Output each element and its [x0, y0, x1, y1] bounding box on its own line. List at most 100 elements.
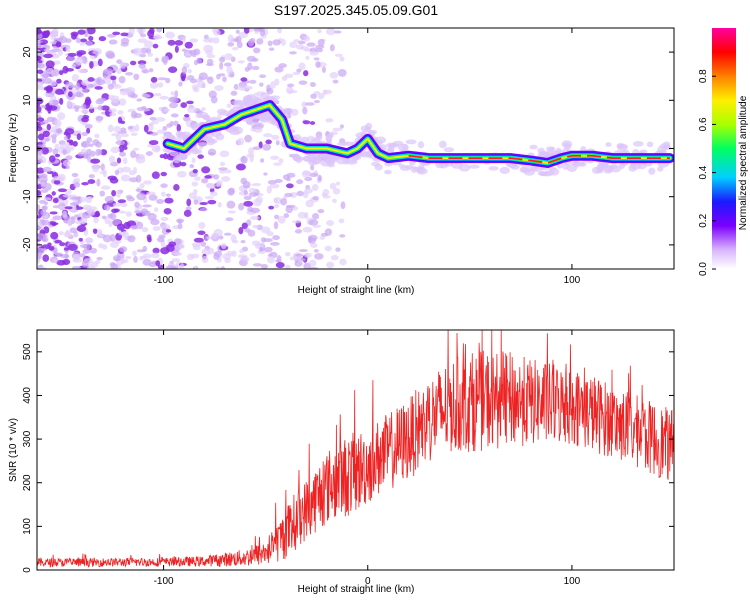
- noise-blob: [173, 120, 179, 126]
- noise-blob: [43, 48, 51, 53]
- noise-blob: [284, 251, 291, 257]
- noise-blob: [247, 62, 253, 71]
- ridge-halo: [488, 166, 499, 171]
- noise-blob: [224, 232, 232, 236]
- noise-blob: [207, 148, 217, 156]
- noise-blob: [68, 84, 77, 89]
- noise-blob: [107, 124, 114, 133]
- noise-blob: [215, 266, 221, 269]
- noise-blob: [81, 88, 90, 93]
- noise-blob: [294, 229, 303, 234]
- ridge-halo: [313, 136, 321, 143]
- noise-blob: [130, 93, 138, 99]
- noise-blob: [55, 41, 62, 48]
- noise-blob: [115, 257, 120, 261]
- ridge-halo: [507, 162, 518, 169]
- noise-blob: [143, 124, 149, 133]
- noise-blob: [85, 196, 93, 204]
- noise-blob: [140, 47, 149, 54]
- ridge-halo: [203, 115, 210, 121]
- noise-blob: [46, 67, 54, 74]
- noise-blob: [308, 219, 319, 226]
- y-tick-label: 100: [22, 518, 33, 535]
- ridge-halo: [197, 142, 208, 147]
- noise-blob: [62, 159, 71, 167]
- noise-blob: [315, 61, 321, 68]
- noise-blob: [163, 208, 172, 215]
- noise-blob: [303, 35, 311, 42]
- noise-blob: [276, 255, 282, 263]
- noise-blob: [265, 139, 272, 145]
- noise-blob: [218, 56, 226, 63]
- noise-blob: [100, 163, 105, 171]
- noise-blob: [46, 123, 52, 131]
- snr-y-ticks: 0 100 200 300 400 500: [22, 343, 674, 573]
- noise-blob: [194, 176, 201, 181]
- noise-blob: [49, 211, 58, 215]
- noise-blob: [75, 37, 81, 44]
- noise-blob: [40, 209, 47, 217]
- noise-blob: [325, 28, 336, 36]
- noise-blob: [176, 123, 181, 132]
- noise-blob: [231, 250, 237, 257]
- ridge-halo: [238, 100, 245, 107]
- noise-blob: [95, 115, 104, 121]
- noise-blob: [112, 219, 121, 226]
- noise-blob: [180, 102, 188, 109]
- noise-blob: [241, 222, 248, 230]
- noise-blob: [226, 103, 232, 109]
- noise-blob: [79, 41, 86, 46]
- ridge-halo: [302, 155, 313, 162]
- noise-blob: [340, 201, 346, 210]
- ridge-halo: [392, 140, 404, 146]
- noise-blob: [102, 75, 108, 80]
- noise-blob: [93, 228, 98, 234]
- noise-blob: [96, 178, 101, 187]
- noise-blob: [209, 191, 218, 197]
- noise-blob: [215, 181, 221, 188]
- noise-blob: [51, 137, 57, 144]
- noise-blob: [205, 182, 214, 188]
- noise-blob: [159, 154, 165, 159]
- noise-blob: [310, 243, 318, 248]
- noise-blob: [179, 263, 185, 269]
- noise-blob: [85, 237, 93, 244]
- noise-blob: [151, 171, 160, 179]
- noise-blob: [94, 133, 100, 139]
- noise-blob: [332, 79, 339, 84]
- noise-blob: [132, 250, 137, 257]
- noise-blob: [91, 50, 100, 55]
- noise-blob: [317, 209, 325, 214]
- noise-blob: [110, 75, 117, 81]
- noise-blob: [41, 219, 50, 226]
- noise-blob: [37, 41, 41, 46]
- noise-blob: [312, 224, 322, 228]
- noise-blob: [258, 28, 265, 33]
- noise-blob: [142, 245, 148, 252]
- noise-blob: [300, 258, 306, 262]
- ridge-halo: [595, 165, 605, 174]
- noise-blob: [125, 211, 132, 217]
- y-tick-label: 10: [22, 94, 33, 106]
- ridge-halo: [605, 142, 612, 147]
- noise-blob: [280, 198, 288, 206]
- colorbar-label: Normalized spectral amplitude: [738, 95, 749, 230]
- noise-blob: [214, 85, 224, 92]
- noise-blob: [165, 193, 171, 197]
- noise-blob: [134, 210, 143, 214]
- noise-blob: [52, 215, 63, 221]
- noise-blob: [97, 105, 103, 111]
- noise-blob: [148, 28, 155, 34]
- noise-blob: [297, 211, 308, 219]
- noise-blob: [71, 265, 81, 269]
- noise-blob: [152, 226, 161, 231]
- noise-blob: [304, 252, 312, 258]
- noise-blob: [152, 43, 159, 49]
- noise-blob: [52, 148, 59, 156]
- noise-blob: [91, 164, 100, 173]
- noise-blob: [197, 154, 204, 159]
- noise-blob: [177, 223, 183, 230]
- noise-blob: [102, 234, 112, 243]
- noise-blob: [108, 39, 118, 45]
